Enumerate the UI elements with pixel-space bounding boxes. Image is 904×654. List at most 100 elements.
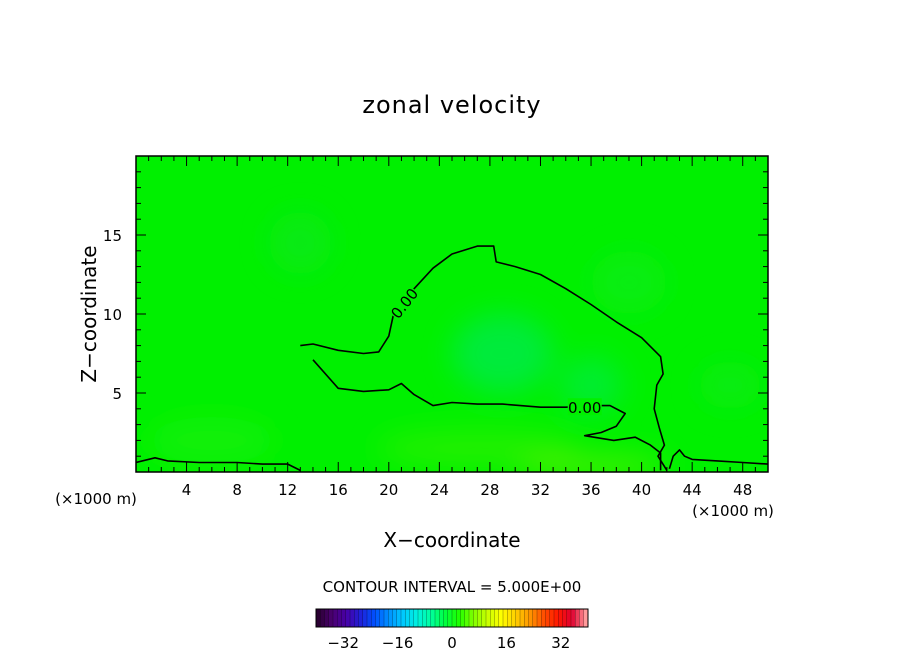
field-patch <box>376 429 579 468</box>
colorbar-swatch <box>511 609 517 627</box>
colorbar-swatch <box>405 609 410 627</box>
colorbar-swatch <box>473 609 478 627</box>
colorbar-swatch <box>354 609 359 627</box>
colorbar-swatch <box>337 609 342 627</box>
contour-line <box>136 457 301 472</box>
x-axis-label: X−coordinate <box>383 528 520 552</box>
colorbar-swatch <box>486 609 491 627</box>
colorbar-swatch <box>515 609 521 627</box>
colorbar-swatch <box>494 609 500 627</box>
contour-label-mask <box>567 398 602 416</box>
colorbar-swatch <box>460 609 466 627</box>
colorbar-tick-label: 0 <box>447 634 457 652</box>
colorbar-swatch <box>452 609 457 627</box>
y-tick-label: 5 <box>112 385 122 403</box>
x-tick-label: 44 <box>683 481 702 499</box>
contour-label-group: 0.00 <box>567 398 602 417</box>
colorbar-swatch <box>520 609 525 627</box>
x-axis-ticks: 4 8 12 16 20 24 28 32 36 40 44 48 <box>135 156 769 499</box>
colorbar-swatch <box>528 609 534 627</box>
colorbar-swatch <box>566 609 572 627</box>
colorbar-swatch <box>371 609 376 627</box>
y-tick-label: 10 <box>103 306 122 324</box>
colorbar-swatch <box>507 609 512 627</box>
colorbar-swatch <box>562 609 568 627</box>
colorbar-swatch <box>320 609 325 627</box>
x-tick-label: 12 <box>278 481 297 499</box>
colorbar-swatch <box>490 609 495 627</box>
colorbar-tick-label: 16 <box>497 634 516 652</box>
colorbar-swatch <box>396 609 402 627</box>
colorbar-frame <box>315 608 589 628</box>
colorbar-swatch <box>541 609 546 627</box>
y-tick-label: 15 <box>103 227 122 245</box>
colorbar-swatch <box>388 609 393 627</box>
colorbar-swatch <box>375 609 381 627</box>
chart-title: zonal velocity <box>362 91 541 119</box>
colorbar-swatch <box>469 609 474 627</box>
colorbar-swatch <box>430 609 436 627</box>
contour-lines <box>136 245 768 472</box>
colorbar-swatch <box>362 609 368 627</box>
y-axis-label: Z−coordinate <box>77 245 101 382</box>
colorbar-swatch <box>575 609 580 627</box>
x-unit-label-right: (×1000 m) <box>692 502 774 520</box>
contour-interval-text: CONTOUR INTERVAL = 5.000E+00 <box>323 578 582 596</box>
x-tick-label: 48 <box>733 481 752 499</box>
field-patch <box>698 361 762 409</box>
colorbar-swatch <box>477 609 483 627</box>
colorbar-swatch <box>549 609 555 627</box>
field-patch <box>452 314 554 393</box>
colorbar-swatch <box>413 609 419 627</box>
colorbar-swatch <box>537 609 542 627</box>
y-axis-ticks: 5 10 15 <box>103 155 768 473</box>
colorbar-swatch <box>498 609 504 627</box>
colorbar-swatch <box>447 609 453 627</box>
colorbar-swatch <box>384 609 389 627</box>
colorbar-swatch <box>328 609 334 627</box>
field-patch <box>148 416 276 465</box>
colorbar-swatch <box>333 609 338 627</box>
contour-label-mask <box>386 284 421 322</box>
contour-label: 0.00 <box>568 399 601 417</box>
colorbar-swatch <box>422 609 427 627</box>
colorbar-swatch <box>481 609 487 627</box>
colorbar-swatch <box>367 609 372 627</box>
colorbar-swatch <box>579 609 585 627</box>
x-tick-label: 20 <box>379 481 398 499</box>
colorbar-swatch <box>350 609 355 627</box>
x-tick-label: 36 <box>581 481 600 499</box>
colorbar-swatch <box>524 609 529 627</box>
colorbar-tick-label: 32 <box>551 634 570 652</box>
colorbar-swatch <box>583 609 589 627</box>
colorbar-swatch <box>401 609 406 627</box>
colorbar <box>315 609 589 627</box>
colorbar-swatch <box>345 609 351 627</box>
colorbar-swatch <box>464 609 470 627</box>
colorbar-swatch <box>439 609 444 627</box>
x-unit-label-left: (×1000 m) <box>55 490 137 508</box>
field-patch <box>591 250 667 314</box>
colorbar-swatch <box>558 609 563 627</box>
colorbar-swatch <box>456 609 461 627</box>
colorbar-swatch <box>503 609 508 627</box>
plot-background <box>136 156 768 472</box>
colorbar-swatch <box>324 609 330 627</box>
contour-line <box>300 245 668 471</box>
colorbar-swatch <box>392 609 398 627</box>
contour-line <box>312 359 662 471</box>
colorbar-swatch <box>358 609 364 627</box>
x-tick-label: 24 <box>430 481 449 499</box>
colorbar-swatch <box>379 609 385 627</box>
colorbar-swatch <box>545 609 551 627</box>
colorbar-swatch <box>443 609 449 627</box>
colorbar-tick-label: −16 <box>382 634 414 652</box>
colorbar-swatch <box>418 609 423 627</box>
x-tick-label: 40 <box>632 481 651 499</box>
colorbar-swatch <box>316 609 321 627</box>
x-tick-label: 8 <box>232 481 242 499</box>
x-tick-label: 32 <box>531 481 550 499</box>
colorbar-labels: −32 −16 0 16 32 <box>327 634 570 652</box>
contour-line <box>668 449 768 470</box>
